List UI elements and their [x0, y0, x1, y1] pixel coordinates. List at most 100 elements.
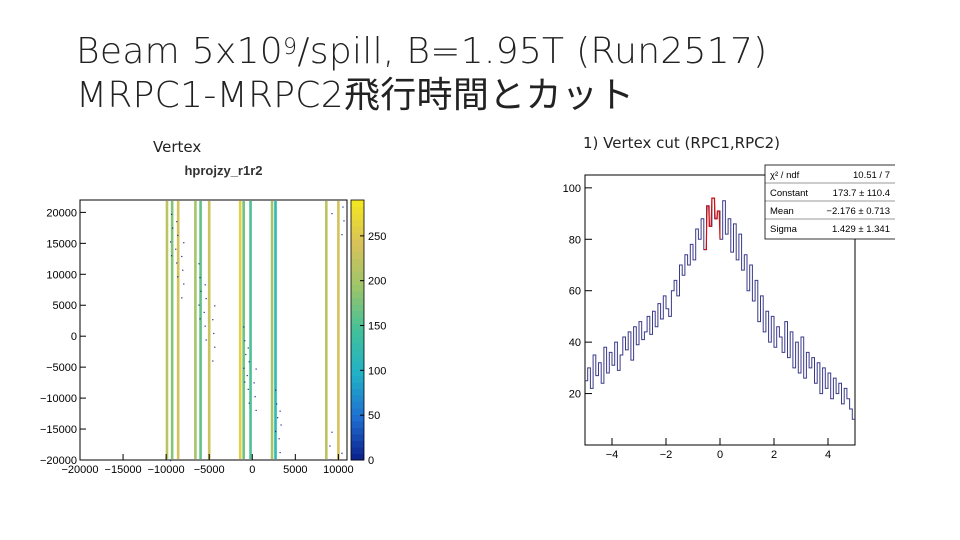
- heatmap-point: [199, 276, 201, 279]
- heatmap-point: [205, 298, 207, 300]
- colorbar-cell: [351, 252, 364, 259]
- stats-box: χ² / ndf 10.51 / 7 Constant 173.7 ± 110.4 Me…: [764, 164, 895, 240]
- heatmap-point: [255, 409, 257, 412]
- colorbar-cell: [351, 310, 364, 318]
- colorbar-cell: [351, 232, 364, 240]
- heatmap-point: [181, 297, 183, 299]
- colorbar-cell: [351, 362, 364, 370]
- heatmap-point: [244, 381, 246, 383]
- heatmap-point: [204, 325, 206, 327]
- y-tick-label: 15000: [46, 238, 77, 250]
- histogram-chart: −4 −2 0 2 4 20 40 60 80 100 χ² / ndf 10.51 / 7 Const…: [563, 164, 895, 461]
- colorbar-cell: [351, 440, 364, 448]
- heatmap-point: [169, 460, 172, 462]
- heatmap-point: [248, 361, 250, 363]
- colorbar-cell: [351, 414, 364, 422]
- x-tick-label: 2: [771, 449, 777, 461]
- heatmap-point: [330, 459, 332, 461]
- colorbar-cell: [351, 395, 364, 402]
- colorbar-cell: [351, 206, 364, 214]
- heatmap-point: [255, 368, 257, 370]
- y-tick-label: 0: [71, 331, 77, 343]
- heatmap-point: [329, 445, 331, 447]
- y-tick-label: 10000: [46, 269, 77, 281]
- heatmap-point: [253, 382, 255, 384]
- fit-line: [703, 197, 721, 251]
- x-tick-label: 4: [825, 449, 831, 461]
- colorbar-cell: [351, 388, 364, 396]
- x-tick-label: −15000: [105, 464, 142, 476]
- heatmap-point: [280, 424, 282, 426]
- heatmap-point: [176, 262, 178, 264]
- heatmap-point: [275, 430, 277, 433]
- colorbar-frame: [350, 199, 365, 461]
- heatmap-point: [183, 242, 185, 244]
- x-tick-label: 10000: [323, 464, 354, 476]
- heatmap-point: [343, 220, 345, 222]
- y-tick-label: −15000: [40, 424, 77, 436]
- colorbar-cell: [351, 323, 364, 331]
- heatmap-band: [176, 201, 180, 459]
- heatmap-point: [212, 360, 214, 362]
- heatmap-frame: [79, 199, 348, 461]
- heatmap-point: [248, 402, 250, 404]
- colorbar-cell: [351, 291, 364, 298]
- heatmap-point: [341, 234, 343, 236]
- heatmap-point: [341, 452, 343, 454]
- x-tick-label: −4: [606, 449, 619, 461]
- heatmap-point: [205, 339, 207, 341]
- heatmap-band: [170, 201, 174, 459]
- heatmap-point: [183, 283, 185, 285]
- heatmap-point: [198, 263, 200, 265]
- heatmap-point: [246, 374, 248, 377]
- colorbar-cell: [351, 226, 364, 233]
- heatmap-point: [177, 276, 179, 278]
- heatmap-point: [182, 269, 184, 271]
- colorbar-cell: [351, 434, 364, 441]
- caption-vertex: Vertex: [153, 138, 202, 156]
- stats-row-value: 1.429 ± 1.341: [832, 224, 890, 235]
- heatmap-point: [200, 290, 202, 292]
- colorbar-cell: [351, 453, 364, 461]
- caption-vertex-cut: 1) Vertex cut (RPC1,RPC2): [583, 134, 780, 152]
- y-tick-label: 80: [569, 234, 581, 246]
- heatmap-band: [249, 201, 252, 459]
- heatmap-point: [279, 410, 281, 412]
- heatmap-band: [165, 201, 169, 459]
- colorbar-cell: [351, 408, 364, 415]
- stats-row-value: −2.176 ± 0.713: [826, 206, 890, 217]
- title-line-2: MRPC1-MRPC2飛行時間とカット: [76, 75, 635, 116]
- y-tick-label: 20000: [46, 207, 77, 219]
- colorbar-cell: [351, 336, 364, 344]
- heatmap-point: [170, 255, 173, 257]
- y-tick-label: −10000: [40, 393, 77, 405]
- colorbar-cell: [351, 239, 364, 246]
- x-tick-label: −10000: [148, 464, 185, 476]
- heatmap-band: [194, 201, 197, 459]
- colorbar-cell: [351, 330, 364, 337]
- heatmap-point: [214, 346, 216, 348]
- heatmap-point: [177, 234, 179, 237]
- x-tick-label: −20000: [61, 464, 98, 476]
- heatmap-point: [170, 213, 173, 215]
- heatmap-point: [175, 248, 177, 250]
- heatmap-point: [176, 221, 178, 223]
- title-line-1: Beam 5x109/spill, B=1.95T (Run2517): [76, 31, 768, 72]
- colorbar-label: 200: [368, 276, 386, 288]
- heatmap-point: [204, 284, 206, 286]
- colorbar-label: 250: [368, 231, 386, 243]
- colorbar-cell: [351, 271, 364, 279]
- stats-row-value: 173.7 ± 110.4: [833, 188, 890, 199]
- heatmap-point: [203, 311, 205, 313]
- heatmap-point: [279, 451, 281, 454]
- y-tick-label: −20000: [40, 455, 77, 467]
- y-tick-label: 100: [563, 183, 581, 195]
- colorbar-label: 100: [368, 365, 386, 377]
- heatmap-band: [199, 201, 202, 459]
- x-tick-label: −2: [660, 449, 673, 461]
- y-tick-label: 20: [569, 389, 581, 401]
- heatmap-chart: hprojzy_r1r2−20000 −15000 −10000 −5000 0 5000…: [40, 163, 386, 476]
- heatmap-point: [276, 403, 278, 405]
- x-tick-label: 5000: [283, 464, 307, 476]
- heatmap-point: [169, 241, 172, 243]
